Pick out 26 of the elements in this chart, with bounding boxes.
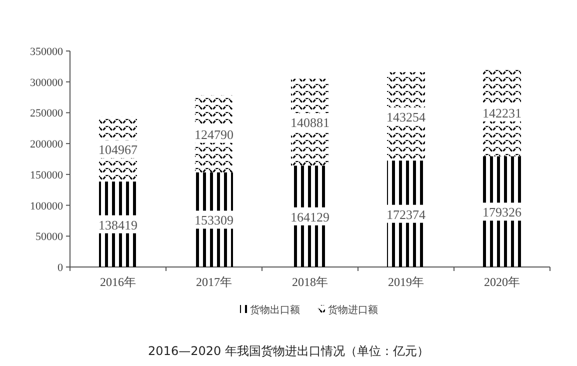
data-label: 138419	[98, 217, 138, 232]
data-label: 124790	[194, 126, 234, 142]
y-tick-label: 50000	[36, 231, 64, 244]
y-tick-label: 250000	[30, 108, 64, 120]
text: 2016—2020 年我国货物进出口情况（单位：亿元）	[148, 344, 429, 358]
legend-label: 货物进口额	[328, 304, 378, 316]
data-label: 104967	[98, 142, 138, 158]
data-label: 142231	[482, 105, 522, 120]
x-tick-label: 2017年	[196, 275, 232, 289]
y-tick-label: 150000	[30, 169, 64, 182]
x-tick-label: 2019年	[388, 275, 424, 289]
data-label: 164129	[290, 209, 330, 224]
y-tick-label: 0	[58, 262, 64, 274]
y-tick-label: 350000	[30, 46, 64, 58]
data-label: 153309	[194, 212, 234, 228]
data-label: 143254	[386, 109, 426, 124]
x-tick-label: 2018年	[292, 275, 328, 289]
y-tick-label: 200000	[30, 138, 64, 151]
y-tick-label: 100000	[30, 200, 64, 212]
data-label: 179326	[482, 204, 522, 220]
data-label: 172374	[386, 206, 426, 222]
legend-label: 货物出口额	[250, 304, 300, 316]
data-label: 140881	[290, 115, 330, 130]
x-tick-label: 2020年	[484, 275, 520, 289]
y-tick-label: 300000	[30, 76, 64, 89]
x-tick-label: 2016年	[100, 275, 136, 289]
